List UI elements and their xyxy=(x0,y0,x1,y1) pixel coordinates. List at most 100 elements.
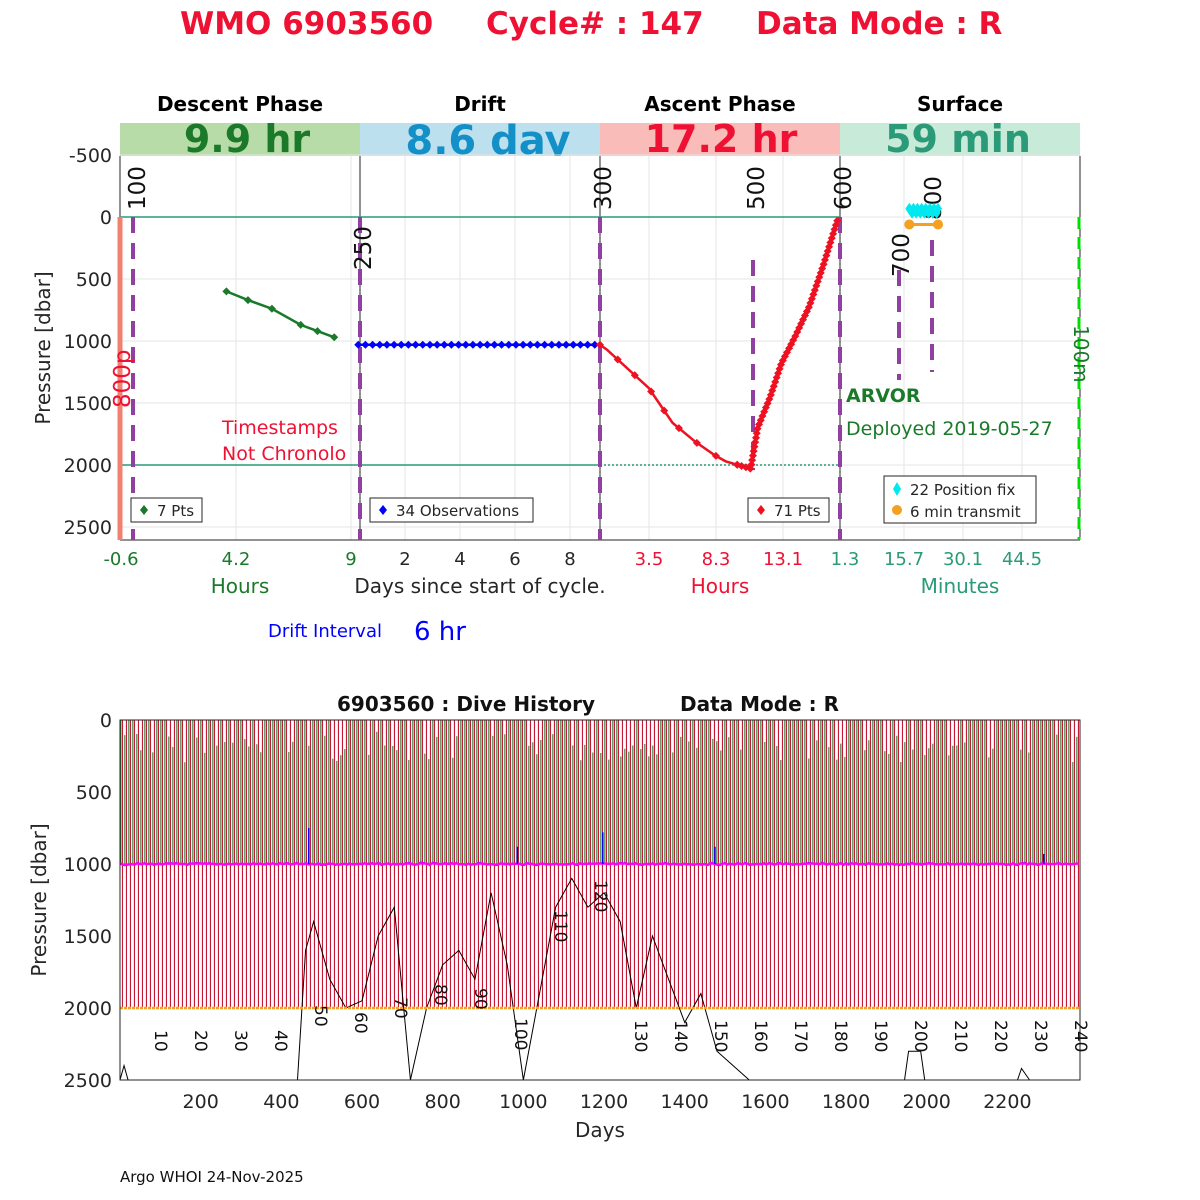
drift-point xyxy=(483,340,492,349)
ascent-point xyxy=(647,387,656,396)
drift-point xyxy=(569,340,578,349)
x-tick: 600 xyxy=(344,1091,380,1113)
x-tick: 2200 xyxy=(983,1091,1031,1113)
drift-point xyxy=(390,340,399,349)
legend-ascent-label: 71 Pts xyxy=(774,502,821,520)
y-tick: 1500 xyxy=(64,926,112,948)
y-tick: 1000 xyxy=(64,854,112,876)
descent-point xyxy=(330,333,339,342)
transmit-point xyxy=(933,219,944,230)
x-unit-descent: Hours xyxy=(211,574,270,598)
duration-descent: 9.9 hr xyxy=(184,117,311,161)
history-x-ticks: 200 400 600 800 1000 1200 1400 1600 1800 2000 2200 xyxy=(183,1091,1032,1113)
cycle-label: 110 xyxy=(550,910,570,942)
y-tick: 1500 xyxy=(64,393,112,415)
x-tick: 1000 xyxy=(499,1091,547,1113)
y-tick: 1000 xyxy=(64,331,112,353)
ascent-point xyxy=(596,340,604,349)
legend-transmit-label: 6 min transmit xyxy=(910,503,1021,521)
position-fix-point xyxy=(934,202,943,215)
drift-point xyxy=(468,340,477,349)
figure-title: WMO 6903560 Cycle# : 147 Data Mode : R xyxy=(180,6,1003,42)
legend-ascent: 71 Pts xyxy=(747,497,830,523)
ascent-point xyxy=(833,216,842,225)
x-tick-drift: 8 xyxy=(564,549,575,570)
phase-header-ascent: Ascent Phase xyxy=(644,92,795,116)
x-tick-drift: 2 xyxy=(399,549,410,570)
top-x-unit-labels: Hours Days since start of cycle. Hours M… xyxy=(211,574,1000,598)
cycle-labels: 10 20 30 40 50 60 70 80 90 100 110 120 130 140 150 160 1… xyxy=(150,880,1090,1052)
ascent-point xyxy=(674,424,683,433)
x-tick: 1200 xyxy=(580,1091,628,1113)
history-title-mode: Data Mode : R xyxy=(680,692,839,716)
warning-line-2: Not Chronolo xyxy=(222,443,346,465)
bottom-depth-line xyxy=(119,1063,129,1081)
duration-ascent: 17.2 hr xyxy=(645,117,798,161)
title-wmo: WMO 6903560 xyxy=(180,6,433,42)
drift-point xyxy=(368,340,377,349)
float-type: ARVOR xyxy=(846,385,921,407)
y-tick: -500 xyxy=(69,145,112,167)
drift-point xyxy=(511,340,520,349)
drift-point xyxy=(425,340,434,349)
x-tick: 200 xyxy=(183,1091,219,1113)
marker-label-600: 600 xyxy=(831,166,857,210)
x-tick-surface: 30.1 xyxy=(943,549,983,570)
cycle-label: 200 xyxy=(910,1020,930,1052)
descent-point xyxy=(267,304,276,313)
drift-point xyxy=(433,340,442,349)
y-tick: 0 xyxy=(100,207,112,229)
x-tick-drift: 4 xyxy=(454,549,465,570)
x-tick: 400 xyxy=(263,1091,299,1113)
transmit-point xyxy=(904,219,915,230)
x-tick: 2000 xyxy=(903,1091,951,1113)
drift-point xyxy=(382,340,391,349)
cycle-label: 170 xyxy=(790,1020,810,1052)
history-x-axis-label: Days xyxy=(575,1118,625,1142)
cycle-label: 240 xyxy=(1070,1020,1090,1052)
x-tick-surface: 1.3 xyxy=(831,549,860,570)
x-tick-ascent: 3.5 xyxy=(635,549,664,570)
drift-point xyxy=(576,340,585,349)
drift-point xyxy=(440,340,449,349)
bottom-depth-line xyxy=(904,1050,926,1081)
cycle-label: 150 xyxy=(710,1020,730,1052)
y-tick: 2500 xyxy=(64,1070,112,1092)
cycle-label: 120 xyxy=(590,880,610,912)
cycle-label: 210 xyxy=(950,1020,970,1052)
footer-credit: Argo WHOI 24-Nov-2025 xyxy=(120,1168,304,1186)
y-tick: 2000 xyxy=(64,455,112,477)
marker-label-700: 700 xyxy=(889,233,915,277)
cycle-label: 140 xyxy=(670,1020,690,1052)
ascent-point xyxy=(660,406,669,415)
cycle-label: 80 xyxy=(430,984,450,1006)
cycle-label: 30 xyxy=(230,1030,250,1052)
marker-dashes xyxy=(131,217,934,540)
drift-point xyxy=(583,340,592,349)
ascent-point xyxy=(630,371,639,380)
drift-point xyxy=(375,340,384,349)
drift-point xyxy=(454,340,463,349)
marker-label-300: 300 xyxy=(591,166,617,210)
ascent-point xyxy=(711,451,720,460)
drift-point xyxy=(519,340,528,349)
y-tick: 2000 xyxy=(64,998,112,1020)
cycle-label: 20 xyxy=(190,1030,210,1052)
y-tick: 2500 xyxy=(64,517,112,539)
y-tick: 500 xyxy=(76,782,112,804)
drift-interval-value: 6 hr xyxy=(414,617,466,647)
history-bars xyxy=(120,720,1079,1008)
x-tick-surface: 44.5 xyxy=(1002,549,1042,570)
legend-position-label: 22 Position fix xyxy=(910,481,1015,499)
phase-header-descent: Descent Phase xyxy=(157,92,323,116)
cycle-label: 230 xyxy=(1030,1020,1050,1052)
drift-point xyxy=(476,340,485,349)
drift-point xyxy=(554,340,563,349)
top-panel: Descent Phase Drift Ascent Phase Surface… xyxy=(31,92,1093,647)
drift-point xyxy=(404,340,413,349)
drift-point xyxy=(547,340,556,349)
drift-interval-label: Drift Interval xyxy=(268,621,382,642)
marker-label-100: 100 xyxy=(125,166,151,210)
marker-label-500: 500 xyxy=(744,166,770,210)
x-tick-ascent: 13.1 xyxy=(763,549,803,570)
